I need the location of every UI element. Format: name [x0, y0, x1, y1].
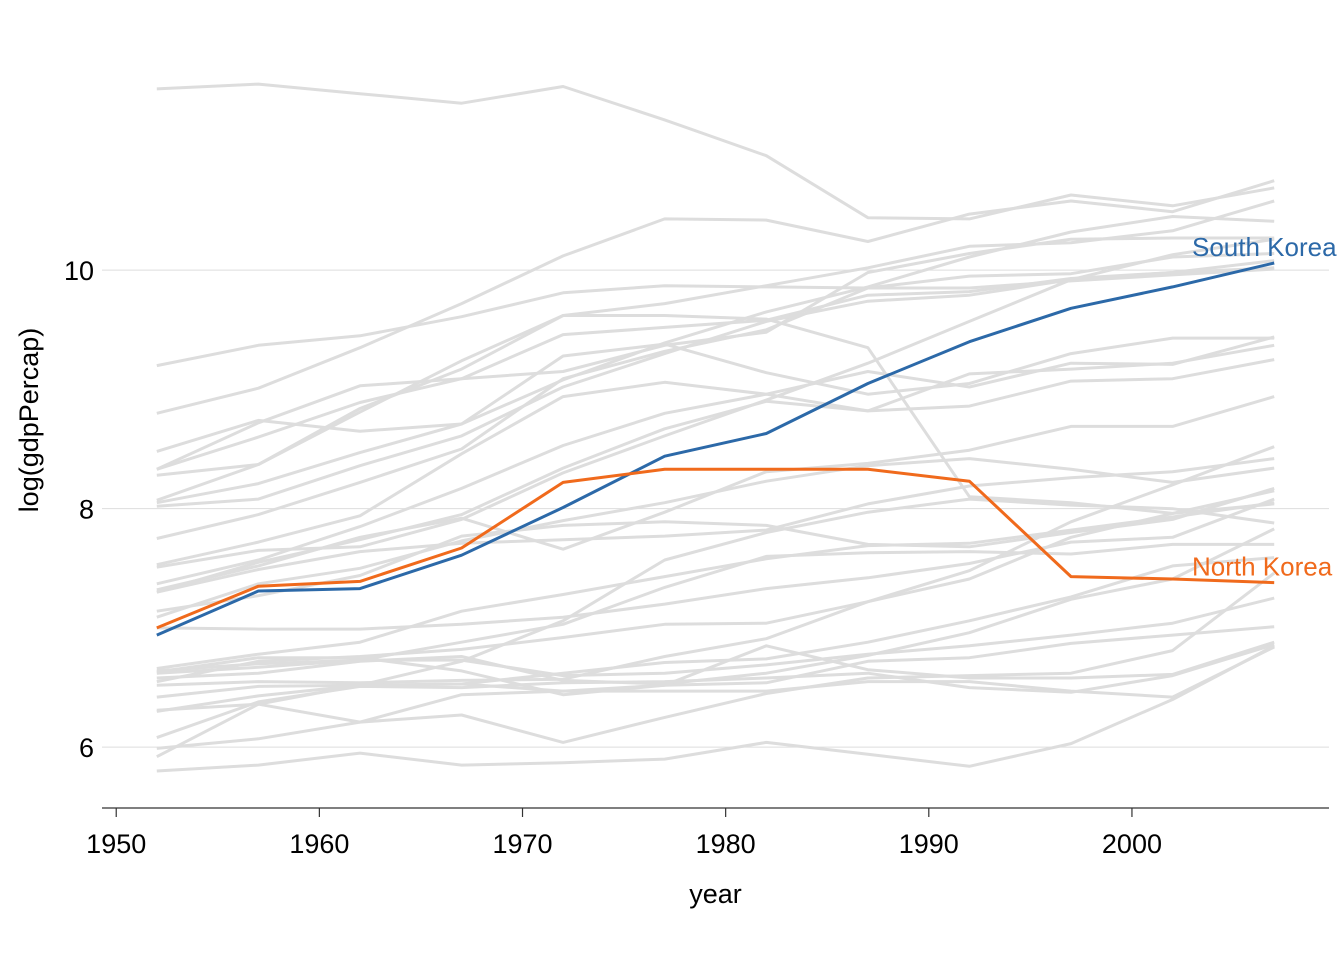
background-series-line: [156, 571, 1276, 750]
background-series-line: [156, 199, 1275, 477]
north-korea-label: North Korea: [1192, 552, 1333, 582]
y-tick-label: 8: [79, 495, 94, 525]
x-axis: 1950 1960 1970 1980 1990 2000: [86, 807, 1329, 859]
background-series-line: [156, 252, 1275, 540]
background-series-line: [156, 237, 1275, 569]
x-tick-label: 1990: [899, 829, 959, 859]
background-series-line: [156, 643, 1275, 740]
background-series-group: [156, 82, 1276, 773]
y-axis-title: log(gdpPercap): [14, 328, 44, 513]
background-series-line: [156, 457, 1275, 619]
background-series-line: [156, 497, 1275, 631]
background-series-line: [156, 457, 1275, 594]
background-series-line: [156, 644, 1275, 773]
background-series-line: [156, 640, 1275, 697]
background-series-line: [156, 645, 1275, 759]
x-tick-label: 1950: [86, 829, 146, 859]
background-series-line: [156, 215, 1275, 505]
background-series-line: [156, 542, 1275, 675]
background-series-line: [156, 266, 1275, 508]
background-series-line: [156, 486, 1275, 613]
south-korea-label: South Korea: [1192, 232, 1337, 262]
y-tick-label: 10: [64, 256, 94, 286]
background-series-line: [156, 501, 1275, 670]
north-korea-line: [156, 467, 1275, 630]
background-series-line: [156, 625, 1275, 713]
background-series-line: [156, 358, 1275, 567]
highlighted-series-group: South Korea North Korea: [156, 232, 1337, 637]
background-series-line: [156, 236, 1275, 471]
background-series-line: [156, 335, 1275, 586]
background-series-line: [156, 489, 1275, 687]
x-axis-title: year: [689, 879, 742, 909]
background-series-line: [156, 82, 1275, 221]
x-tick-label: 1960: [289, 829, 349, 859]
south-korea-line: [156, 261, 1275, 637]
background-series-line: [156, 556, 1275, 699]
background-series-line: [156, 336, 1275, 453]
x-tick-label: 1970: [492, 829, 552, 859]
y-axis: 6 8 10: [64, 256, 94, 763]
x-tick-label: 2000: [1102, 829, 1162, 859]
y-tick-label: 6: [79, 733, 94, 763]
background-series-line: [156, 179, 1275, 415]
background-series-line: [156, 596, 1275, 678]
x-tick-label: 1980: [696, 829, 756, 859]
